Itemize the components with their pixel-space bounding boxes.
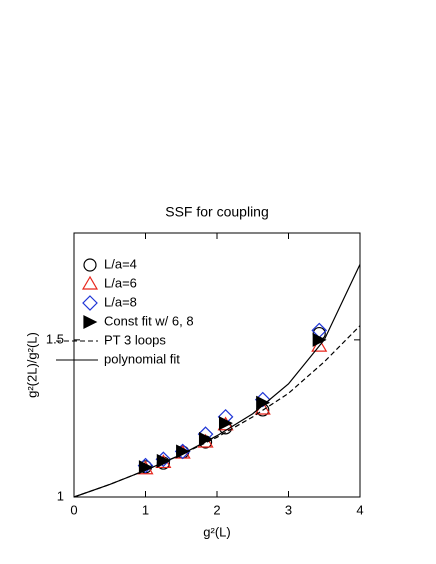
x-tick-label: 3: [285, 502, 292, 517]
y-tick-label: 1: [57, 488, 64, 503]
x-axis-label: g²(L): [203, 524, 230, 539]
y-tick-label: 1.5: [46, 331, 64, 346]
legend-label: polynomial fit: [104, 351, 180, 366]
marker: [81, 275, 99, 290]
legend-label: PT 3 loops: [104, 332, 166, 347]
marker: [83, 258, 97, 272]
chart-title: SSF for coupling: [165, 204, 269, 220]
x-tick-label: 0: [70, 502, 77, 517]
y-axis-label: g²(2L)/g²(L): [24, 332, 39, 398]
legend-label: L/a=6: [104, 275, 137, 290]
marker: [82, 295, 98, 311]
x-tick-label: 4: [356, 502, 363, 517]
marker: [218, 416, 233, 431]
marker: [312, 332, 327, 347]
x-tick-label: 2: [213, 502, 220, 517]
fit-line: [73, 264, 361, 498]
legend-label: L/a=8: [104, 294, 137, 309]
x-tick-label: 1: [142, 502, 149, 517]
marker: [83, 315, 98, 329]
legend-label: Const fit w/ 6, 8: [104, 313, 194, 328]
legend-label: L/a=4: [104, 256, 137, 271]
